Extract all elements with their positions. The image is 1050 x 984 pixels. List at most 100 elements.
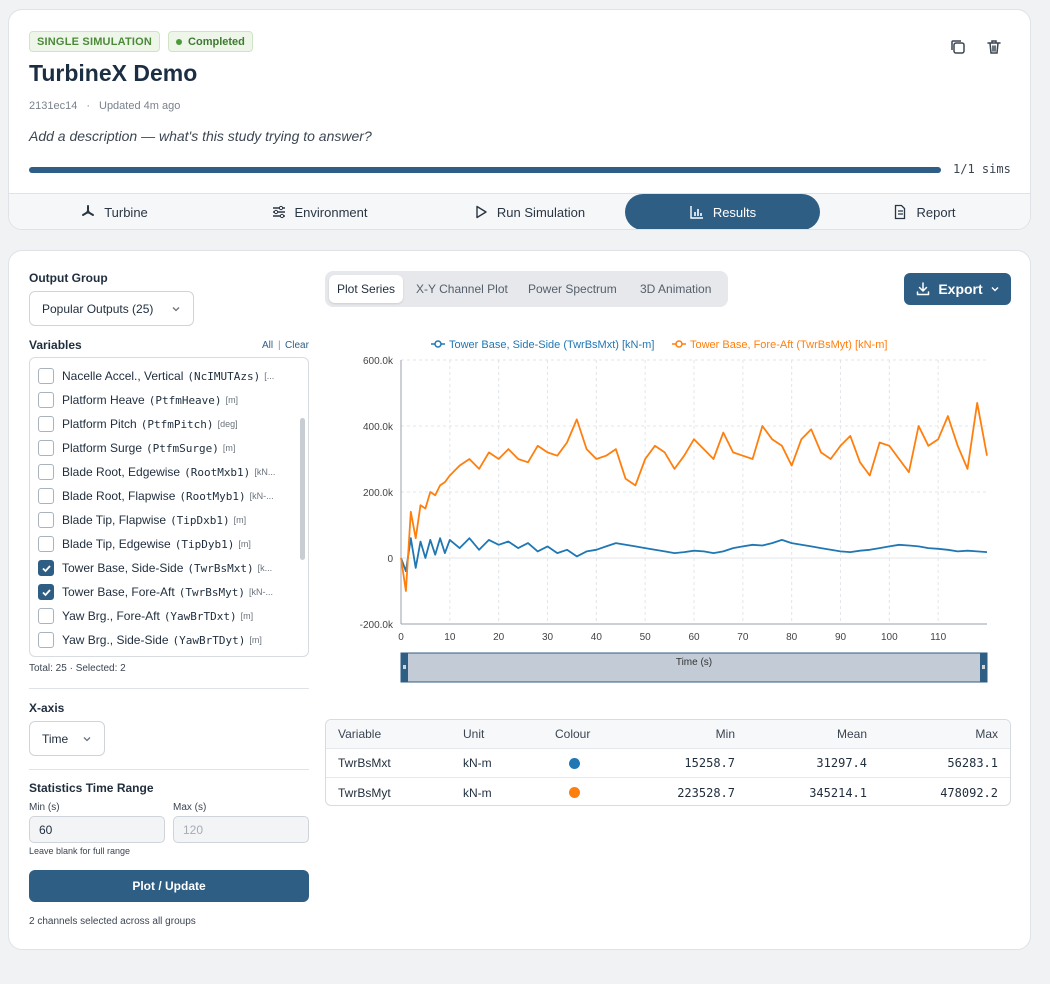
variable-list-item[interactable]: Blade Root, Flapwise (RootMyb1) [kN-... xyxy=(30,484,300,508)
variable-checkbox[interactable] xyxy=(38,584,54,600)
chevron-down-icon xyxy=(172,306,180,311)
description-field[interactable]: Add a description — what's this study tr… xyxy=(29,128,372,144)
series-line-0 xyxy=(400,537,988,573)
delete-button[interactable] xyxy=(983,36,1005,58)
variable-checkbox[interactable] xyxy=(38,440,54,456)
checkmark-icon xyxy=(41,564,51,572)
tab-run-simulation[interactable]: Run Simulation xyxy=(439,194,619,229)
variable-checkbox[interactable] xyxy=(38,392,54,408)
variable-list-item[interactable]: Tower Base, Fore-Aft (TwrBsMyt) [kN-... xyxy=(30,580,300,604)
variable-checkbox[interactable] xyxy=(38,632,54,648)
simulation-type-badge: SINGLE SIMULATION xyxy=(29,31,161,52)
output-group-select[interactable]: Popular Outputs (25) xyxy=(29,291,194,326)
variable-name: Blade Root, Edgewise xyxy=(62,465,181,479)
variable-name: Tower Base, Side-Side xyxy=(62,561,184,575)
page-title[interactable]: TurbineX Demo xyxy=(29,60,198,86)
variable-list-item[interactable]: Blade Tip, Edgewise (TipDyb1) [m] xyxy=(30,532,300,556)
selection-totals: Total: 25 · Selected: 2 xyxy=(29,663,126,674)
tab-plot-series[interactable]: Plot Series xyxy=(329,275,404,303)
tab-environment[interactable]: Environment xyxy=(229,194,409,229)
xaxis-value: Time xyxy=(42,731,69,746)
variable-checkbox[interactable] xyxy=(38,488,54,504)
variable-code: (RootMxb1) xyxy=(184,465,251,479)
variable-checkbox[interactable] xyxy=(38,464,54,480)
variable-unit: [m] xyxy=(222,443,236,453)
select-all-link[interactable]: All xyxy=(262,340,274,351)
variable-name: Blade Tip, Edgewise xyxy=(62,537,171,551)
variable-checkbox[interactable] xyxy=(38,368,54,384)
x-tick-label: 20 xyxy=(493,632,505,643)
min-time-input[interactable]: 60 xyxy=(29,816,165,843)
variable-checkbox[interactable] xyxy=(38,536,54,552)
legend-marker xyxy=(434,340,442,348)
variable-code: (PtfmPitch) xyxy=(140,417,214,431)
scrollbar-thumb[interactable] xyxy=(300,418,305,560)
variable-checkbox[interactable] xyxy=(38,512,54,528)
variable-list-item[interactable]: Yaw Brg., Fore-Aft (YawBrTDxt) [m] xyxy=(30,604,300,628)
variable-name: Platform Surge xyxy=(62,441,143,455)
col-variable: Variable xyxy=(338,727,382,741)
variable-name: Nacelle Accel., Vertical xyxy=(62,369,184,383)
copy-icon xyxy=(951,40,965,54)
variable-list-item[interactable]: Platform Heave (PtfmHeave) [m] xyxy=(30,388,300,412)
variable-list-item[interactable]: Tower Base, Side-Side (TwrBsMxt) [k... xyxy=(30,556,300,580)
variables-list[interactable]: Nacelle Accel., Vertical (NcIMUTAzs) [... P… xyxy=(29,357,309,657)
variable-checkbox[interactable] xyxy=(38,416,54,432)
variable-list-item[interactable]: Yaw Brg., Side-Side (YawBrTDyt) [m] xyxy=(30,628,300,652)
chevron-down-icon xyxy=(991,287,999,292)
download-icon xyxy=(917,282,930,296)
plot-update-button[interactable]: Plot / Update xyxy=(29,870,309,902)
tab-turbine[interactable]: Turbine xyxy=(29,194,199,229)
x-tick-label: 100 xyxy=(881,632,898,643)
variable-unit: [m] xyxy=(240,611,254,621)
variable-unit: [k... xyxy=(257,563,273,573)
variable-checkbox[interactable] xyxy=(38,608,54,624)
range-hint: Leave blank for full range xyxy=(29,846,131,856)
variable-code: (TwrBsMxt) xyxy=(187,561,254,575)
x-tick-label: 40 xyxy=(591,632,603,643)
study-header-card: SINGLE SIMULATION Completed TurbineX Dem… xyxy=(8,9,1031,230)
variables-label: Variables xyxy=(29,338,82,352)
max-time-input[interactable]: 120 xyxy=(173,816,309,843)
variable-name: Platform Heave xyxy=(62,393,145,407)
divider xyxy=(29,769,309,770)
tab-results[interactable]: Results xyxy=(625,194,820,229)
cell-variable: TwrBsMxt xyxy=(338,756,391,770)
xaxis-select[interactable]: Time xyxy=(29,721,105,756)
cell-mean: 345214.1 xyxy=(809,785,867,800)
sliders-icon xyxy=(272,205,285,219)
divider xyxy=(29,688,309,689)
series-colour-swatch xyxy=(569,758,580,769)
duplicate-button[interactable] xyxy=(947,36,969,58)
x-tick-label: 70 xyxy=(737,632,749,643)
variable-checkbox[interactable] xyxy=(38,560,54,576)
tab-report[interactable]: Report xyxy=(839,194,1009,229)
variable-code: (PtfmHeave) xyxy=(148,393,222,407)
statistics-table: Variable Unit Colour Min Mean Max TwrBsM… xyxy=(325,719,1011,806)
tab-3d-animation[interactable]: 3D Animation xyxy=(640,282,712,296)
export-button[interactable]: Export xyxy=(904,273,1011,305)
variable-code: (NcIMUTAzs) xyxy=(187,369,261,383)
legend-marker xyxy=(675,340,683,348)
variable-name: Blade Tip, Flapwise xyxy=(62,513,167,527)
progress-text: 1/1 sims xyxy=(953,162,1011,176)
variable-code: (TipDxb1) xyxy=(170,513,230,527)
brush-grip-right xyxy=(982,665,985,669)
variable-list-item[interactable]: Platform Pitch (PtfmPitch) [deg] xyxy=(30,412,300,436)
time-series-chart[interactable]: -200.0k 0 200.0k 400.0k 600.0k 0 10 20 30 40 50 60 7… xyxy=(329,331,1009,691)
tab-xy-channel-plot[interactable]: X-Y Channel Plot xyxy=(416,282,508,296)
clear-link[interactable]: Clear xyxy=(285,340,309,351)
bar-chart-icon xyxy=(690,206,703,219)
variable-list-item[interactable]: Platform Surge (PtfmSurge) [m] xyxy=(30,436,300,460)
y-tick-label: 400.0k xyxy=(363,422,394,433)
col-max: Max xyxy=(975,727,998,741)
variable-name: Yaw Brg., Side-Side xyxy=(62,633,169,647)
variable-list-item[interactable]: Blade Tip, Flapwise (TipDxb1) [m] xyxy=(30,508,300,532)
tab-power-spectrum[interactable]: Power Spectrum xyxy=(528,282,617,296)
variable-code: (TipDyb1) xyxy=(174,537,235,551)
badge-group: SINGLE SIMULATION Completed xyxy=(29,31,253,52)
variable-list-item[interactable]: Nacelle Accel., Vertical (NcIMUTAzs) [... xyxy=(30,364,300,388)
turbine-icon xyxy=(82,205,95,216)
variable-list-item[interactable]: Blade Root, Edgewise (RootMxb1) [kN... xyxy=(30,460,300,484)
checkmark-icon xyxy=(41,588,51,596)
